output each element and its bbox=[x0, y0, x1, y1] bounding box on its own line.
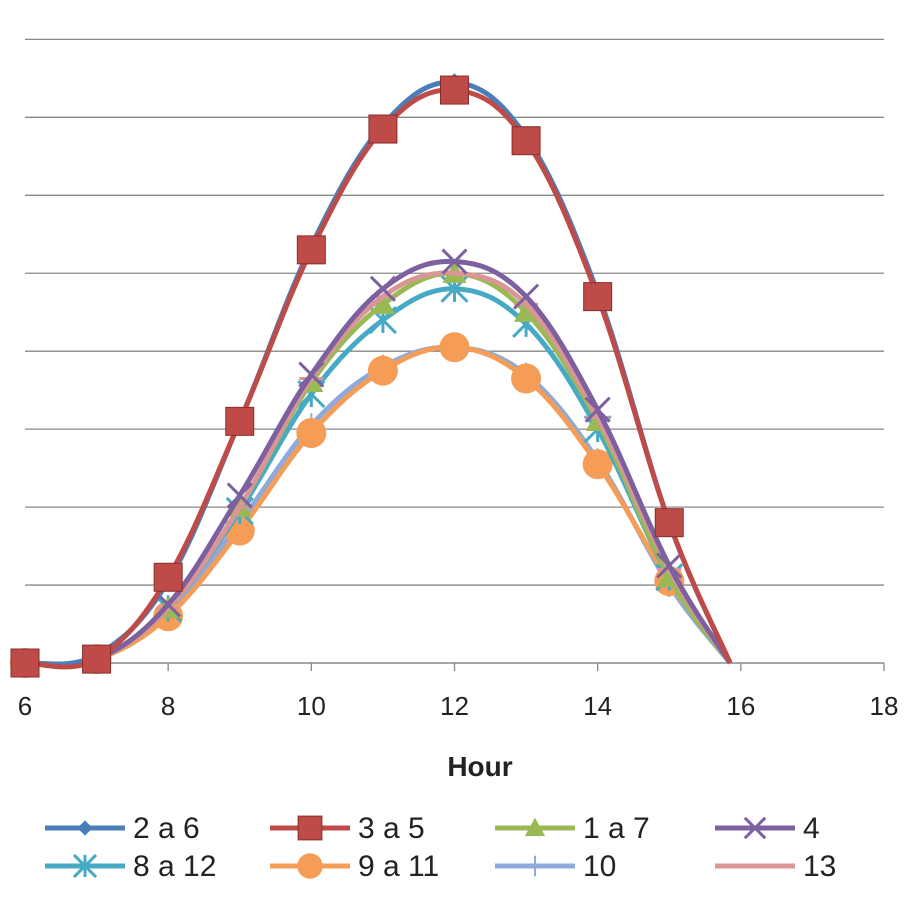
data-point-circle bbox=[367, 355, 398, 386]
data-point-circle bbox=[296, 418, 327, 449]
data-point-square bbox=[368, 114, 398, 144]
legend-item: 10 bbox=[495, 850, 616, 883]
legend-label: 4 bbox=[803, 812, 820, 845]
data-point-square bbox=[82, 644, 112, 674]
legend-label: 9 a 11 bbox=[358, 850, 439, 883]
data-point-x bbox=[298, 361, 325, 388]
data-point-circle bbox=[297, 853, 323, 879]
data-point-triangle bbox=[514, 300, 539, 322]
x-tick-label: 6 bbox=[18, 691, 32, 721]
series-9-a-11 bbox=[10, 332, 733, 678]
legend-item: 1 a 7 bbox=[495, 812, 650, 845]
x-tick-label: 16 bbox=[726, 691, 755, 721]
data-point-triangle bbox=[370, 292, 395, 315]
data-point-square bbox=[296, 235, 326, 265]
data-point-plus bbox=[524, 855, 546, 877]
legend: 2 a 6 3 a 5 1 a 7 4 8 a 12 9 a 11 10 13 bbox=[45, 812, 836, 883]
x-axis-title: Hour bbox=[447, 751, 512, 782]
data-point-square bbox=[10, 648, 40, 678]
legend-item: 8 a 12 bbox=[45, 850, 216, 883]
data-point-square bbox=[440, 75, 469, 105]
legend-label: 10 bbox=[583, 850, 616, 883]
x-tick-label: 8 bbox=[161, 691, 175, 721]
series-3-a-5 bbox=[10, 75, 733, 678]
data-point-x bbox=[369, 275, 396, 302]
data-point-circle bbox=[582, 449, 613, 480]
data-point-x bbox=[513, 283, 540, 310]
data-point-square bbox=[225, 406, 255, 436]
legend-item: 2 a 6 bbox=[45, 812, 200, 845]
x-tick-label: 18 bbox=[870, 691, 899, 721]
series-line bbox=[24, 344, 733, 667]
legend-label: 13 bbox=[803, 850, 836, 883]
legend-label: 3 a 5 bbox=[358, 812, 425, 845]
x-axis: 6 8 10 12 14 16 18 bbox=[18, 662, 899, 721]
data-point-x bbox=[226, 482, 253, 509]
legend-label: 1 a 7 bbox=[583, 812, 650, 845]
data-point-circle bbox=[511, 363, 542, 394]
gridlines bbox=[25, 38, 884, 586]
x-tick-label: 10 bbox=[297, 691, 326, 721]
data-point-x bbox=[441, 248, 468, 275]
legend-label: 2 a 6 bbox=[133, 812, 200, 845]
legend-label: 8 a 12 bbox=[133, 850, 216, 883]
data-point-square bbox=[654, 508, 684, 538]
data-point-x bbox=[743, 816, 767, 840]
x-tick-label: 14 bbox=[583, 691, 612, 721]
data-point-triangle bbox=[524, 817, 546, 837]
legend-item: 9 a 11 bbox=[270, 850, 439, 883]
data-point-x bbox=[584, 396, 611, 423]
legend-item: 4 bbox=[715, 812, 820, 845]
legend-item: 13 bbox=[715, 850, 836, 883]
data-point-square bbox=[583, 282, 613, 312]
x-tick-label: 12 bbox=[440, 691, 469, 721]
data-point-star bbox=[72, 853, 98, 879]
data-point-x bbox=[656, 552, 683, 579]
data-point-square bbox=[153, 562, 183, 592]
data-point-circle bbox=[439, 332, 470, 363]
data-point-square bbox=[297, 815, 323, 841]
legend-item: 3 a 5 bbox=[270, 812, 425, 845]
plot-area bbox=[10, 73, 733, 678]
data-point-diamond bbox=[77, 820, 93, 836]
data-point-square bbox=[511, 126, 541, 156]
